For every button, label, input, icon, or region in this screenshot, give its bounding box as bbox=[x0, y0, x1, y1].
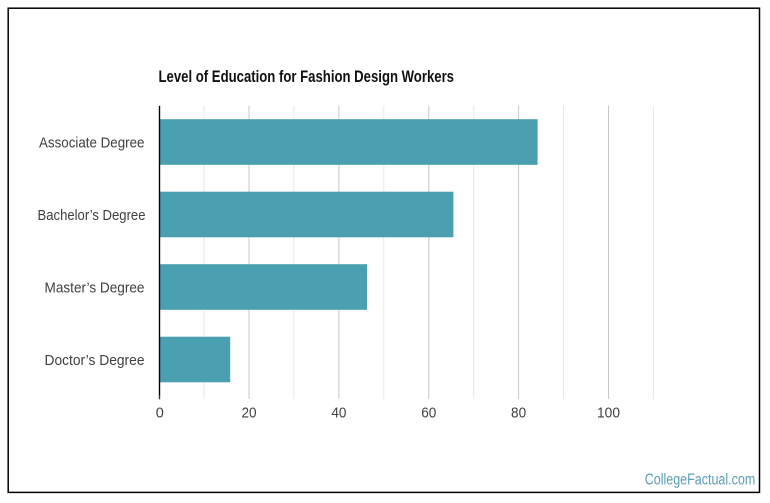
svg-text:Master’s Degree: Master’s Degree bbox=[45, 279, 145, 296]
svg-text:80: 80 bbox=[511, 406, 526, 422]
svg-text:40: 40 bbox=[331, 406, 346, 422]
svg-text:Associate Degree: Associate Degree bbox=[39, 134, 145, 151]
svg-text:Doctor’s Degree: Doctor’s Degree bbox=[45, 352, 145, 369]
svg-text:0: 0 bbox=[156, 406, 164, 422]
svg-text:20: 20 bbox=[241, 406, 256, 422]
svg-text:60: 60 bbox=[421, 406, 436, 422]
svg-text:100: 100 bbox=[597, 406, 620, 422]
svg-text:Bachelor’s Degree: Bachelor’s Degree bbox=[38, 207, 146, 224]
svg-text:Level of Education for Fashion: Level of Education for Fashion Design Wo… bbox=[159, 68, 455, 86]
svg-text:CollegeFactual.com: CollegeFactual.com bbox=[645, 471, 756, 488]
